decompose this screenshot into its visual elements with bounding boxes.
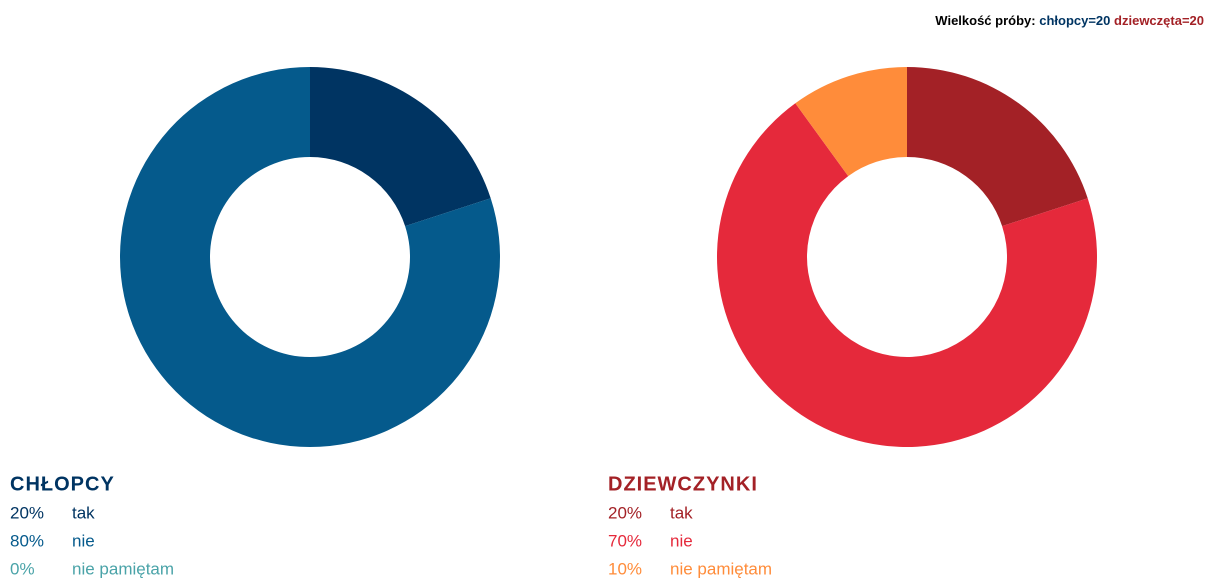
donut-slice [310, 67, 491, 227]
legend-value: 80% [10, 531, 44, 550]
legend-label: nie pamiętam [670, 559, 772, 578]
chart-title: DZIEWCZYNKI [608, 473, 758, 495]
legend-label: tak [72, 503, 95, 522]
legend-label: nie [670, 531, 693, 550]
donut-slice [716, 103, 1097, 448]
donut-slice [795, 67, 907, 177]
legend-label: tak [670, 503, 693, 522]
sample-size-girls: dziewczęta=20 [1114, 13, 1204, 28]
donut-slice [120, 67, 500, 447]
sample-size-boys: chłopcy=20 [1039, 13, 1110, 28]
sample-size: Wielkość próby: chłopcy=20 dziewczęta=20 [935, 13, 1204, 28]
donut-slice [907, 67, 1088, 227]
legend-label: nie pamiętam [72, 559, 174, 578]
sample-size-label: Wielkość próby: [935, 13, 1035, 28]
legend-value: 0% [10, 559, 35, 578]
legend-value: 20% [608, 503, 642, 522]
legend-value: 10% [608, 559, 642, 578]
legend-value: 70% [608, 531, 642, 550]
chart-title: CHŁOPCY [10, 473, 115, 495]
legend-label: nie [72, 531, 95, 550]
legend-value: 20% [10, 503, 44, 522]
